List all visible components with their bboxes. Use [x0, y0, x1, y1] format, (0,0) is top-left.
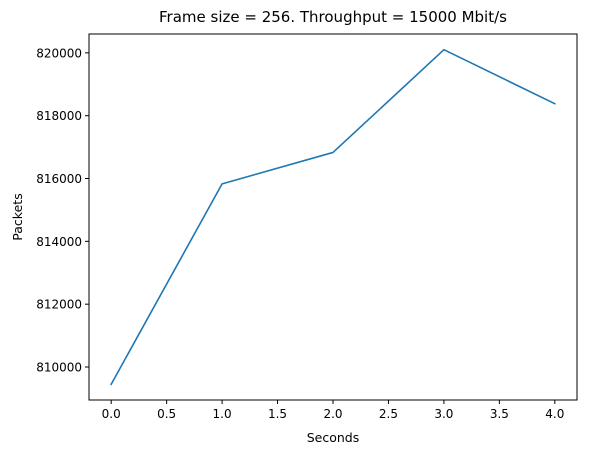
y-tick-label: 816000 — [36, 172, 82, 186]
series-line — [110, 48, 556, 386]
y-axis: 810000 812000 814000 816000 818000 820000 — [36, 46, 89, 375]
y-tick-label: 810000 — [36, 361, 82, 375]
x-tick-label: 2.5 — [379, 407, 398, 421]
y-tick-label: 820000 — [36, 46, 82, 60]
y-tick-label: 818000 — [36, 109, 82, 123]
x-tick-label: 0.5 — [157, 407, 176, 421]
series-layer — [110, 48, 556, 386]
x-axis: 0.0 0.5 1.0 1.5 2.0 2.5 3.0 3.5 4.0 — [102, 400, 564, 421]
x-tick-label: 4.0 — [545, 407, 564, 421]
x-axis-label: Seconds — [307, 430, 360, 445]
y-tick-label: 812000 — [36, 298, 82, 312]
y-tick-label: 814000 — [36, 235, 82, 249]
plot-area-border — [88, 33, 578, 401]
x-tick-label: 2.0 — [323, 407, 342, 421]
y-axis-label: Packets — [10, 193, 25, 240]
x-tick-label: 3.5 — [490, 407, 509, 421]
chart-title: Frame size = 256. Throughput = 15000 Mbi… — [159, 8, 507, 26]
x-tick-label: 1.5 — [268, 407, 287, 421]
plot-frame — [88, 33, 578, 401]
x-tick-label: 0.0 — [102, 407, 121, 421]
x-tick-label: 3.0 — [434, 407, 453, 421]
x-tick-label: 1.0 — [213, 407, 232, 421]
